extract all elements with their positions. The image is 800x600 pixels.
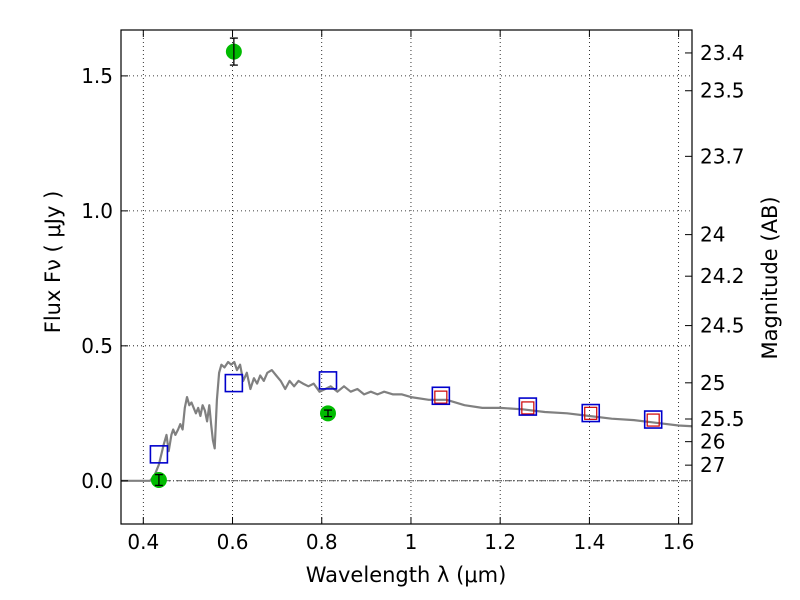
plot-content [121,37,692,488]
right-tick-label: 23.7 [700,144,745,168]
model-blue-square [224,373,244,393]
model-blue-square [518,397,538,416]
x-tick-label: 1.6 [663,530,695,554]
right-tick-label: 25 [700,371,725,395]
right-tick-label: 24 [700,223,725,247]
y-tick-label: 1.0 [81,199,113,223]
x-tick-label: 0.4 [127,530,159,554]
x-tick-label: 1.4 [573,530,605,554]
right-tick-label: 27 [700,453,725,477]
y-tick-label: 1.5 [81,64,113,88]
model-blue-square [149,445,169,464]
right-tick-label: 25.5 [700,407,745,431]
right-tick-label: 26 [700,430,725,454]
model-blue-square [643,410,663,429]
x-tick-label: 0.8 [306,530,338,554]
x-axis-label: Wavelength λ (μm) [306,563,507,587]
x-tick-label: 1.2 [484,530,516,554]
observed-red-square [646,413,660,427]
model-blue-square [431,386,451,406]
observed-red-square [521,401,535,415]
y-tick-label: 0.5 [81,334,113,358]
x-tick-label: 0.6 [217,530,249,554]
plot-frame [120,29,693,525]
y-tick-label: 0.0 [81,469,113,493]
observed-red-square [584,406,598,420]
right-tick-label: 23.4 [700,41,745,65]
axis-ticks: 0.4 0.6 0.8 1 1.2 1.4 1.6 0.0 0.5 1.0 1.5 23.4 23.5 2… [81,30,745,554]
model-blue-square [318,371,338,390]
grid-lines [121,30,692,524]
right-tick-label: 24.2 [700,264,745,288]
model-blue-square [581,403,601,423]
y-axis-label: Flux Fν ( μJy ) [41,191,65,334]
observed-red-square [434,390,448,404]
y-axis-right-label: Magnitude (AB) [758,196,782,359]
right-tick-label: 24.5 [700,314,745,338]
model-spectrum-line [121,360,692,482]
right-tick-label: 23.5 [700,79,745,103]
x-tick-label: 1 [405,530,418,554]
